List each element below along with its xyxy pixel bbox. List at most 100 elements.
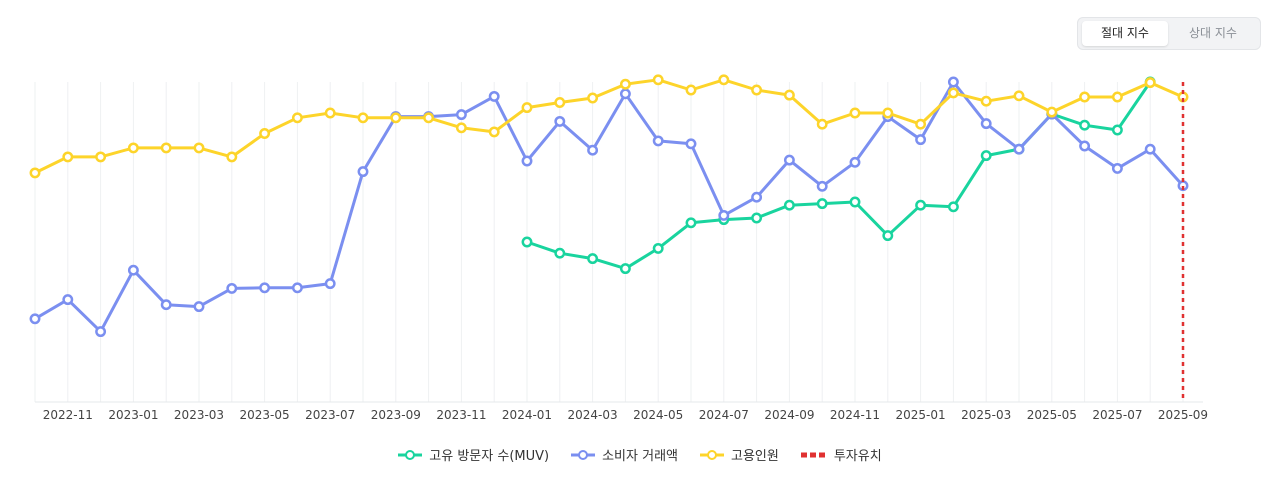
data-point-consumer-2022-10[interactable] bbox=[29, 313, 41, 325]
data-point-employment-2025-05[interactable] bbox=[1046, 106, 1058, 118]
data-point-consumer-2025-07[interactable] bbox=[1111, 162, 1123, 174]
x-tick-label: 2024-03 bbox=[568, 408, 618, 422]
data-point-muv-2024-10[interactable] bbox=[816, 198, 828, 210]
x-tick-label: 2022-11 bbox=[43, 408, 93, 422]
data-point-muv-2025-07[interactable] bbox=[1111, 124, 1123, 136]
data-point-consumer-2024-02[interactable] bbox=[554, 115, 566, 127]
data-point-consumer-2023-04[interactable] bbox=[226, 282, 238, 294]
data-point-employment-2022-11[interactable] bbox=[62, 151, 74, 163]
data-point-employment-2024-04[interactable] bbox=[619, 78, 631, 90]
data-point-employment-2024-02[interactable] bbox=[554, 97, 566, 108]
data-point-employment-2022-12[interactable] bbox=[95, 151, 107, 163]
data-point-employment-2023-07[interactable] bbox=[324, 107, 336, 119]
data-point-employment-2023-02[interactable] bbox=[160, 142, 172, 154]
x-tick-label: 2023-05 bbox=[240, 408, 290, 422]
data-point-employment-2025-01[interactable] bbox=[915, 118, 927, 130]
data-point-consumer-2023-12[interactable] bbox=[488, 90, 500, 102]
grid-lines bbox=[34, 82, 1184, 402]
index-mode-toggle: 절대 지수 상대 지수 bbox=[1077, 17, 1261, 50]
data-point-consumer-2024-01[interactable] bbox=[521, 155, 533, 167]
data-point-employment-2025-06[interactable] bbox=[1079, 91, 1091, 103]
data-point-muv-2024-03[interactable] bbox=[587, 253, 599, 265]
data-point-muv-2024-04[interactable] bbox=[619, 263, 631, 275]
data-point-employment-2024-12[interactable] bbox=[882, 107, 894, 119]
data-point-consumer-2024-06[interactable] bbox=[685, 138, 697, 150]
data-point-consumer-2025-02[interactable] bbox=[947, 76, 959, 88]
data-point-employment-2023-08[interactable] bbox=[357, 112, 369, 124]
data-point-consumer-2024-05[interactable] bbox=[652, 135, 664, 147]
data-point-employment-2023-12[interactable] bbox=[488, 126, 500, 138]
data-point-consumer-2024-04[interactable] bbox=[619, 88, 631, 100]
legend-item-consumer[interactable]: 소비자 거래액 bbox=[571, 445, 678, 464]
data-point-consumer-2024-11[interactable] bbox=[849, 156, 861, 168]
series-line-consumer bbox=[33, 80, 1185, 334]
data-point-employment-2023-11[interactable] bbox=[455, 122, 467, 134]
data-point-consumer-2025-06[interactable] bbox=[1079, 140, 1091, 152]
data-point-muv-2024-01[interactable] bbox=[521, 236, 533, 248]
data-point-consumer-2025-04[interactable] bbox=[1013, 143, 1025, 155]
data-point-muv-2025-01[interactable] bbox=[915, 199, 927, 211]
data-point-consumer-2023-06[interactable] bbox=[291, 282, 303, 294]
data-point-employment-2024-10[interactable] bbox=[816, 118, 828, 130]
data-point-consumer-2024-03[interactable] bbox=[587, 144, 599, 156]
data-point-consumer-2023-05[interactable] bbox=[259, 282, 271, 294]
data-point-employment-2024-01[interactable] bbox=[521, 102, 533, 114]
data-point-employment-2023-10[interactable] bbox=[423, 112, 435, 124]
data-point-consumer-2025-08[interactable] bbox=[1144, 143, 1156, 155]
legend-item-investment[interactable]: 투자유치 bbox=[800, 445, 882, 464]
data-point-employment-2023-06[interactable] bbox=[291, 112, 303, 124]
data-point-muv-2024-02[interactable] bbox=[554, 247, 566, 259]
x-tick-label: 2025-01 bbox=[896, 408, 946, 422]
data-point-muv-2025-02[interactable] bbox=[947, 201, 959, 213]
data-point-consumer-2022-12[interactable] bbox=[95, 326, 107, 338]
data-point-employment-2023-05[interactable] bbox=[259, 128, 271, 139]
data-point-consumer-2022-11[interactable] bbox=[62, 294, 74, 306]
data-point-muv-2024-09[interactable] bbox=[783, 199, 795, 211]
data-point-employment-2022-10[interactable] bbox=[29, 167, 41, 179]
data-point-muv-2024-12[interactable] bbox=[882, 230, 894, 242]
data-point-employment-2024-09[interactable] bbox=[783, 89, 795, 101]
legend-label-investment: 투자유치 bbox=[833, 449, 882, 464]
legend-item-employment[interactable]: 고용인원 bbox=[700, 445, 779, 464]
data-point-employment-2025-04[interactable] bbox=[1013, 90, 1025, 102]
data-point-consumer-2025-01[interactable] bbox=[915, 134, 927, 146]
data-point-muv-2024-11[interactable] bbox=[849, 196, 861, 208]
legend-swatch-employment bbox=[700, 449, 724, 460]
data-point-consumer-2023-08[interactable] bbox=[357, 166, 369, 178]
data-point-muv-2025-03[interactable] bbox=[980, 150, 992, 162]
data-point-consumer-2023-01[interactable] bbox=[127, 264, 139, 276]
data-point-employment-2024-03[interactable] bbox=[587, 92, 599, 104]
data-point-consumer-2025-03[interactable] bbox=[980, 118, 992, 130]
data-point-employment-2024-11[interactable] bbox=[849, 107, 861, 119]
data-point-muv-2024-06[interactable] bbox=[685, 217, 697, 229]
data-point-employment-2024-07[interactable] bbox=[718, 74, 730, 86]
data-point-employment-2023-03[interactable] bbox=[193, 142, 205, 154]
x-axis: 2022-11 2023-01 2023-03 2023-05 2023-07 2023-… bbox=[35, 401, 1208, 422]
data-point-consumer-2024-09[interactable] bbox=[783, 154, 795, 166]
data-point-employment-2023-01[interactable] bbox=[127, 142, 139, 154]
data-point-consumer-2023-02[interactable] bbox=[160, 299, 172, 311]
data-point-consumer-2023-11[interactable] bbox=[455, 109, 467, 121]
data-point-employment-2025-02[interactable] bbox=[947, 87, 959, 99]
data-point-employment-2024-05[interactable] bbox=[652, 74, 664, 86]
data-point-consumer-2023-03[interactable] bbox=[193, 301, 205, 313]
x-tick-label: 2023-03 bbox=[174, 408, 224, 422]
data-point-employment-2025-07[interactable] bbox=[1111, 91, 1123, 103]
data-point-consumer-2024-10[interactable] bbox=[816, 180, 828, 192]
data-point-employment-2025-03[interactable] bbox=[980, 95, 992, 107]
data-point-muv-2024-08[interactable] bbox=[751, 212, 763, 224]
data-point-consumer-2024-08[interactable] bbox=[751, 191, 763, 203]
legend-swatch-muv bbox=[398, 449, 423, 460]
legend-item-muv[interactable]: 고유 방문자 수(MUV) bbox=[398, 445, 549, 464]
data-point-employment-2023-04[interactable] bbox=[226, 151, 238, 163]
data-point-employment-2024-06[interactable] bbox=[685, 84, 697, 96]
data-point-muv-2024-05[interactable] bbox=[652, 242, 664, 254]
data-point-consumer-2023-07[interactable] bbox=[324, 278, 336, 290]
data-point-consumer-2024-07[interactable] bbox=[718, 209, 730, 221]
relative-index-button[interactable]: 상대 지수 bbox=[1189, 26, 1237, 40]
data-point-muv-2025-06[interactable] bbox=[1079, 119, 1091, 131]
data-point-employment-2025-08[interactable] bbox=[1144, 77, 1156, 89]
data-point-employment-2024-08[interactable] bbox=[751, 84, 763, 96]
absolute-index-button[interactable]: 절대 지수 bbox=[1082, 21, 1168, 46]
data-point-employment-2023-09[interactable] bbox=[390, 112, 402, 124]
